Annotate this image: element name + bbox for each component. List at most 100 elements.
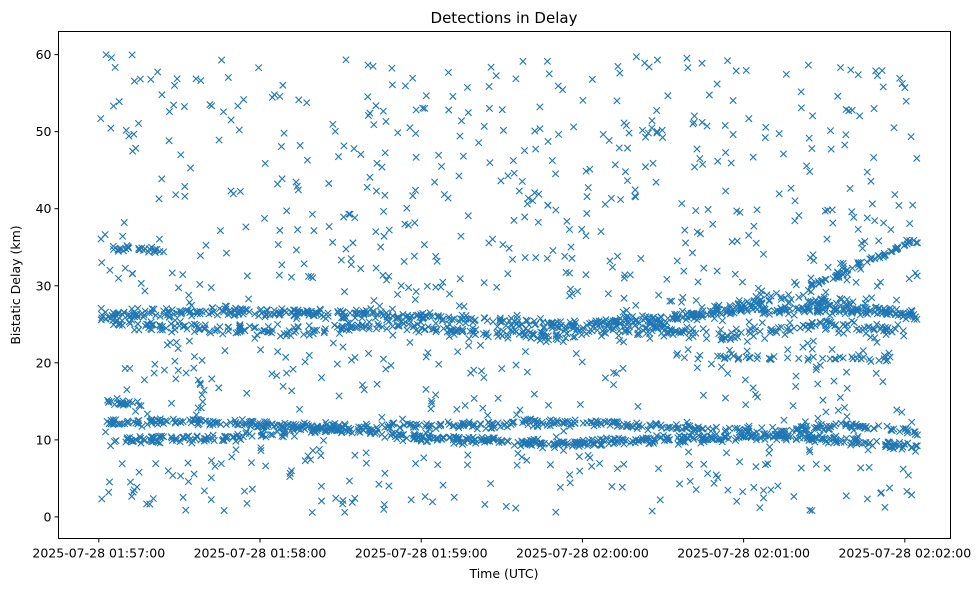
detection-marker [453, 405, 461, 413]
detection-marker [195, 325, 203, 334]
detection-marker [282, 369, 291, 377]
detection-marker [658, 126, 666, 134]
detection-marker [268, 326, 276, 334]
detection-marker [732, 67, 740, 75]
detection-marker [854, 71, 862, 79]
detection-marker [571, 333, 579, 341]
detection-marker [345, 210, 353, 218]
detection-marker [678, 199, 686, 208]
detection-marker [744, 427, 752, 435]
detection-marker [817, 277, 825, 285]
detection-marker [872, 303, 880, 311]
detection-marker [839, 265, 848, 273]
detection-marker [850, 213, 858, 221]
detection-marker [499, 240, 507, 249]
detection-marker [694, 355, 702, 363]
detection-marker [464, 212, 472, 220]
detection-marker [202, 307, 210, 315]
detection-marker [855, 422, 864, 430]
detection-marker [432, 328, 440, 336]
detection-marker [712, 471, 720, 479]
detection-marker [403, 204, 411, 212]
detection-marker [588, 75, 596, 83]
detection-marker [759, 494, 768, 502]
detection-marker [866, 255, 874, 263]
detection-marker [694, 278, 702, 286]
detection-marker [759, 250, 768, 258]
detection-marker [435, 151, 443, 159]
detection-marker [578, 225, 586, 233]
detection-marker [655, 291, 663, 299]
detection-marker [301, 457, 309, 465]
detection-marker [708, 434, 716, 442]
detection-marker [516, 406, 524, 414]
detection-marker [342, 245, 350, 253]
detection-marker [849, 298, 857, 306]
detection-marker [868, 200, 876, 208]
detection-marker [870, 425, 878, 433]
detection-marker [913, 442, 921, 450]
detection-marker [449, 422, 457, 430]
detection-marker [735, 296, 743, 305]
detection-marker [846, 184, 854, 193]
detection-marker [334, 153, 343, 161]
detection-marker [234, 328, 242, 337]
detection-marker [787, 184, 795, 192]
detection-marker [337, 256, 345, 264]
detection-marker [231, 416, 239, 424]
detection-marker [713, 80, 721, 88]
detection-marker [331, 425, 339, 433]
detection-marker [236, 327, 244, 336]
detection-marker [802, 425, 810, 433]
detection-marker [444, 68, 453, 77]
detection-marker [570, 438, 579, 446]
detection-marker [192, 75, 200, 83]
detection-marker [464, 315, 472, 323]
detection-marker [867, 177, 875, 185]
detection-marker [828, 206, 836, 214]
detection-marker [867, 255, 875, 263]
detection-marker [653, 56, 662, 64]
detection-marker [781, 303, 789, 311]
detection-marker [912, 442, 920, 450]
detection-marker [908, 491, 916, 499]
detection-marker [179, 270, 187, 279]
detection-marker [606, 325, 614, 333]
detection-marker [562, 268, 570, 277]
detection-marker [224, 73, 232, 82]
detection-marker [232, 329, 240, 337]
detection-marker [273, 371, 281, 380]
detection-marker [349, 239, 357, 247]
detection-marker [780, 416, 788, 424]
detection-marker [482, 329, 491, 337]
detection-marker [380, 505, 388, 513]
detection-marker [268, 370, 276, 378]
detection-marker [559, 338, 567, 346]
detection-marker [214, 418, 223, 426]
detection-marker [179, 418, 187, 426]
detection-marker [305, 351, 313, 359]
detection-marker [734, 355, 742, 363]
detection-marker [536, 314, 545, 323]
detection-marker [351, 494, 359, 502]
detection-marker [125, 132, 133, 140]
detection-marker [799, 422, 807, 430]
detection-marker [835, 272, 843, 280]
detection-marker [689, 309, 698, 317]
detection-marker [633, 425, 641, 433]
x-tick-label: 2025-07-28 02:02:00 [838, 546, 971, 561]
detection-marker [881, 503, 889, 511]
detection-marker [468, 422, 476, 431]
detection-marker [133, 313, 142, 321]
detection-marker [619, 364, 627, 372]
detection-marker [750, 323, 759, 331]
detection-marker [822, 317, 830, 325]
detection-marker [588, 435, 596, 444]
detection-marker [563, 417, 571, 425]
detection-marker [712, 309, 720, 317]
detection-marker [181, 322, 189, 330]
detection-marker [821, 297, 830, 305]
detection-marker [548, 156, 556, 165]
detection-marker [869, 324, 877, 332]
detection-marker [666, 297, 674, 305]
